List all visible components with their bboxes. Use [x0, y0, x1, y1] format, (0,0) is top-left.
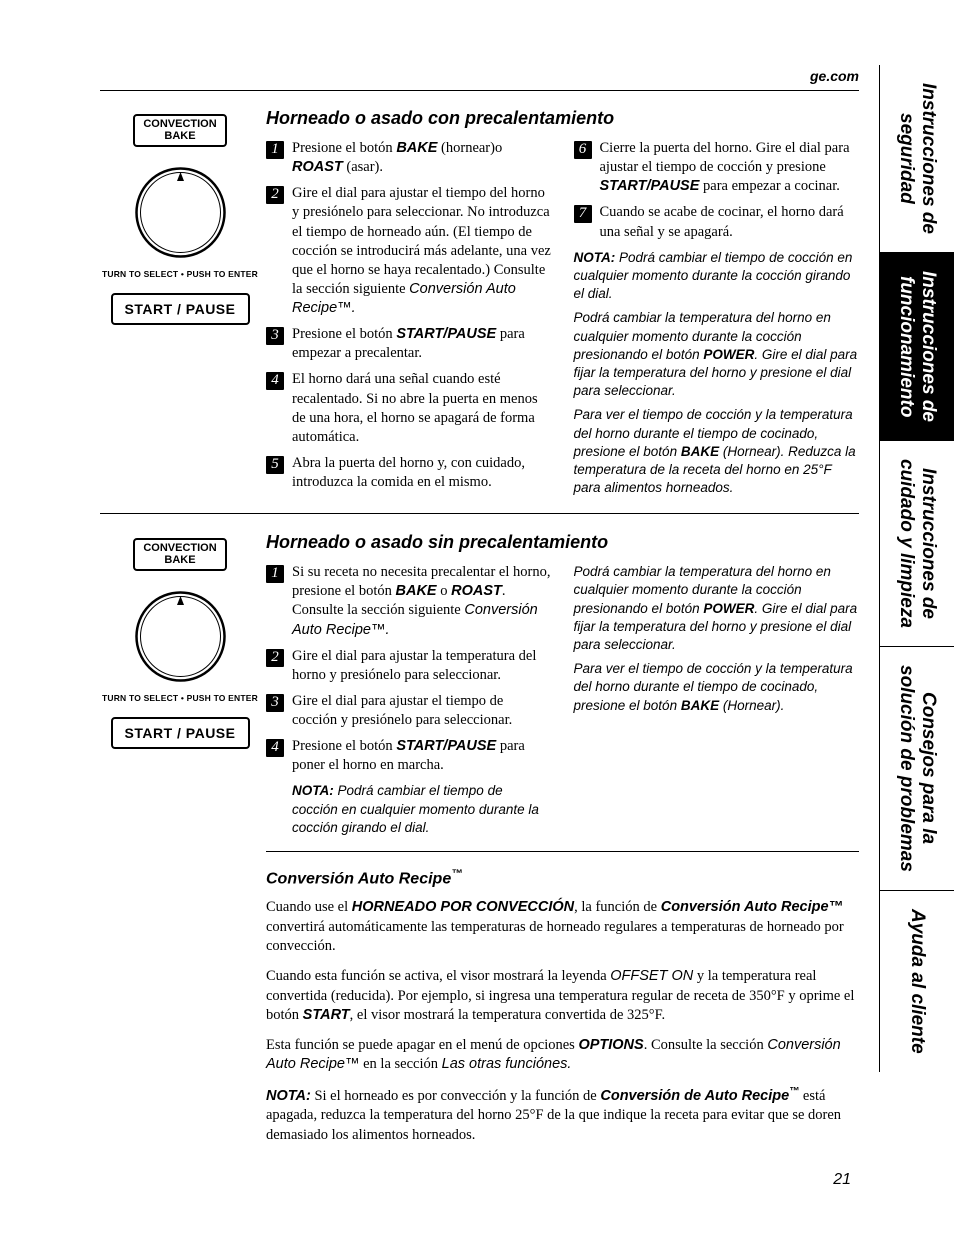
step-badge-icon: 7 [574, 205, 592, 223]
step-badge-icon: 2 [266, 186, 284, 204]
section2-right-col: Podrá cambiar la temperatura del horno e… [574, 563, 860, 837]
illustration-column-1: CONVECTIONBAKE TURN TO SELECT • PUSH TO … [100, 108, 260, 499]
step-text: Presione el botón START/PAUSE para poner… [292, 737, 552, 775]
step-text: Cuando se acabe de cocinar, el horno dar… [600, 203, 860, 241]
note-text: NOTA: Podrá cambiar el tiempo de cocción… [266, 782, 552, 837]
step-badge-icon: 5 [266, 456, 284, 474]
section1-left-col: 1 Presione el botón BAKE (hornear)o ROAST… [266, 139, 552, 499]
header-rule [100, 90, 859, 91]
step-text: Gire el dial para ajustar la temperatura… [292, 647, 552, 685]
body-text: Cuando use el HORNEADO POR CONVECCIÓN, l… [266, 898, 859, 957]
tab-funcionamiento[interactable]: Instrucciones defuncionamiento [879, 253, 954, 441]
step-badge-icon: 4 [266, 739, 284, 757]
note-text: NOTA: Podrá cambiar el tiempo de cocción… [574, 249, 860, 304]
start-pause-button-icon: START / PAUSE [111, 293, 250, 325]
start-pause-button-icon: START / PAUSE [111, 717, 250, 749]
section1-right-col: 6 Cierre la puerta del horno. Gire el dia… [574, 139, 860, 499]
section2-title: Horneado o asado sin precalentamiento [266, 532, 859, 553]
step-badge-icon: 4 [266, 372, 284, 390]
body-text: NOTA: Si el horneado es por convección y… [266, 1085, 859, 1146]
step-text: Si su receta no necesita precalentar el … [292, 563, 552, 640]
side-tabs: Instrucciones deseguridad Instrucciones … [879, 0, 954, 1235]
note-text: Podrá cambiar la temperatura del horno e… [574, 309, 860, 400]
page-number: 21 [833, 1171, 851, 1189]
step-text: Gire el dial para ajustar el tiempo de c… [292, 692, 552, 730]
convection-bake-button-icon: CONVECTIONBAKE [133, 538, 226, 571]
note-text: Para ver el tiempo de cocción y la tempe… [574, 660, 860, 715]
convection-bake-button-icon: CONVECTIONBAKE [133, 114, 226, 147]
section1-title: Horneado o asado con precalentamiento [266, 108, 859, 129]
step-text: Presione el botón BAKE (hornear)o ROAST … [292, 139, 552, 177]
step-badge-icon: 3 [266, 694, 284, 712]
header-url: ge.com [810, 68, 859, 84]
body-text: Cuando esta función se activa, el visor … [266, 967, 859, 1026]
tab-consejos[interactable]: Consejos para lasolución de problemas [879, 647, 954, 891]
step-badge-icon: 2 [266, 649, 284, 667]
section-no-preheat: CONVECTIONBAKE TURN TO SELECT • PUSH TO … [100, 513, 859, 851]
step-text: Cierre la puerta del horno. Gire el dial… [600, 139, 860, 196]
dial-icon [100, 589, 260, 689]
note-text: Para ver el tiempo de cocción y la tempe… [574, 406, 860, 497]
tab-cuidado[interactable]: Instrucciones decuidado y limpieza [879, 441, 954, 647]
dial-label: TURN TO SELECT • PUSH TO ENTER [100, 269, 260, 279]
step-badge-icon: 1 [266, 141, 284, 159]
step-text: Abra la puerta del horno y, con cuidado,… [292, 454, 552, 492]
note-text: Podrá cambiar la temperatura del horno e… [574, 563, 860, 654]
tab-seguridad[interactable]: Instrucciones deseguridad [879, 65, 954, 253]
section-preheat: CONVECTIONBAKE TURN TO SELECT • PUSH TO … [100, 108, 859, 513]
tab-ayuda[interactable]: Ayuda al cliente [879, 891, 954, 1072]
step-badge-icon: 1 [266, 565, 284, 583]
step-badge-icon: 3 [266, 327, 284, 345]
step-text: Gire el dial para ajustar el tiempo del … [292, 184, 552, 318]
dial-label: TURN TO SELECT • PUSH TO ENTER [100, 693, 260, 703]
section3-title: Conversión Auto Recipe™ [266, 868, 859, 888]
section2-left-col: 1 Si su receta no necesita precalentar el… [266, 563, 552, 837]
body-text: Esta función se puede apagar en el menú … [266, 1036, 859, 1075]
step-text: Presione el botón START/PAUSE para empez… [292, 325, 552, 363]
dial-icon [100, 165, 260, 265]
section-auto-recipe: Conversión Auto Recipe™ Cuando use el HO… [266, 851, 859, 1145]
step-badge-icon: 6 [574, 141, 592, 159]
step-text: El horno dará una señal cuando esté reca… [292, 370, 552, 447]
illustration-column-2: CONVECTIONBAKE TURN TO SELECT • PUSH TO … [100, 532, 260, 837]
